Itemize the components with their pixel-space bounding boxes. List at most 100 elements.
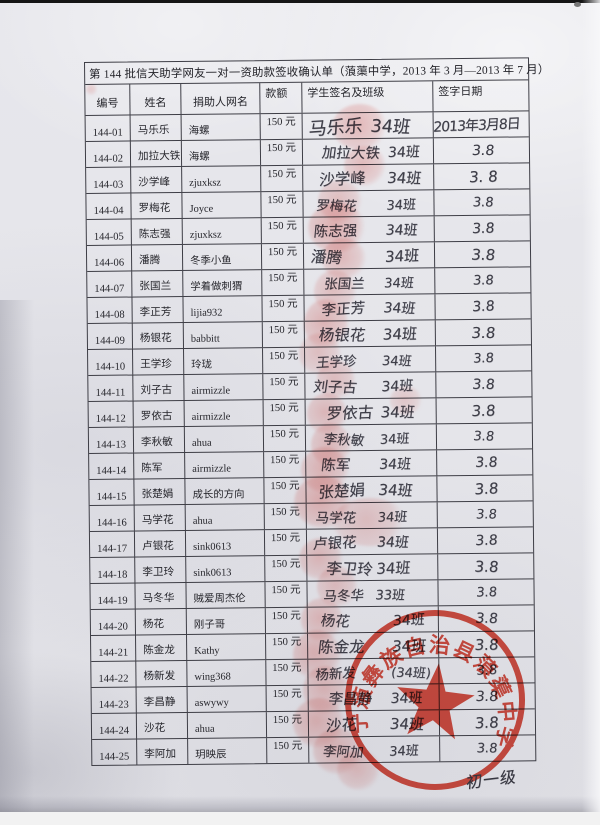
header-id: 编号 xyxy=(85,84,131,115)
cell-donor-netname: airmizzle xyxy=(184,400,264,426)
cell-sign-date: 3.8 xyxy=(440,735,535,761)
cell-student-name: 杨新发 xyxy=(136,660,188,687)
cell-sign-date: 3.8 xyxy=(437,423,532,449)
cell-donor-netname: ahua xyxy=(185,504,265,530)
scan-dust-speck xyxy=(574,2,581,7)
signature-handwriting: 马冬华 xyxy=(322,587,365,605)
header-signature: 学生签名及班级 xyxy=(302,81,434,113)
cell-amount: 150 元 xyxy=(266,711,310,738)
signature-handwriting: 加拉大铁 xyxy=(320,145,381,162)
cell-donor-netname: 贼爱周杰伦 xyxy=(186,582,266,608)
signature-handwriting: 杨花 xyxy=(319,612,351,630)
date-handwriting: 3.8 xyxy=(471,194,494,210)
signature-class-handwriting: 34班 xyxy=(386,168,423,187)
cell-amount: 150 元 xyxy=(263,373,306,400)
date-handwriting: 3. 8 xyxy=(467,166,498,186)
date-handwriting: 3.8 xyxy=(474,531,498,549)
signature-handwriting: 李昌静 xyxy=(327,691,374,708)
cell-student-signature: 陈军 34班 xyxy=(306,450,438,477)
date-handwriting: 3.8 xyxy=(475,584,498,601)
signature-class-handwriting: 34班 xyxy=(380,377,414,395)
cell-amount: 150 元 xyxy=(265,581,308,608)
cell-id: 144-20 xyxy=(90,609,136,635)
cell-donor-netname: 海螺 xyxy=(181,140,262,166)
cell-student-name: 马乐乐 xyxy=(130,114,182,141)
cell-sign-date: 3.8 xyxy=(435,215,530,241)
cell-student-signature: 马乐乐 34班 xyxy=(302,112,434,140)
signature-handwriting: 罗依古 xyxy=(325,403,374,423)
signature-class-handwriting: 34班 xyxy=(388,743,420,760)
cell-donor-netname: ahua xyxy=(187,712,268,738)
cell-student-name: 陈金龙 xyxy=(136,634,188,661)
cell-amount: 150 元 xyxy=(265,607,308,634)
cell-student-signature: 罗依古 34班 xyxy=(305,398,437,425)
signature-handwriting: 陈金龙 xyxy=(317,637,366,657)
signature-handwriting: 潘腾 xyxy=(309,247,344,267)
signature-class-handwriting: 33班 xyxy=(374,587,406,603)
date-handwriting: 3.8 xyxy=(473,478,499,498)
cell-student-signature: 陈金龙 34班 xyxy=(307,632,440,659)
cell-amount: 150 元 xyxy=(261,217,304,244)
cell-id: 144-01 xyxy=(85,115,131,141)
cell-student-name: 张楚娟 xyxy=(134,478,186,505)
cell-donor-netname: airmizzle xyxy=(185,452,265,478)
signature-class-handwriting: 34班 xyxy=(387,143,421,161)
cell-sign-date: 3.8 xyxy=(435,267,530,293)
cell-id: 144-15 xyxy=(89,479,135,505)
cell-student-name: 李卫玲 xyxy=(135,556,187,583)
date-handwriting: 3.8 xyxy=(474,506,498,522)
cell-id: 144-23 xyxy=(91,687,137,713)
cell-amount: 150 元 xyxy=(264,451,307,478)
cell-amount: 150 元 xyxy=(261,243,305,270)
date-handwriting: 3.8 xyxy=(475,740,498,756)
cell-id: 144-16 xyxy=(89,505,135,531)
date-handwriting: 3.8 xyxy=(473,557,500,576)
cell-id: 144-08 xyxy=(87,297,133,323)
cell-id: 144-17 xyxy=(89,531,136,557)
signature-handwriting: 李阿加 xyxy=(321,743,365,761)
signature-handwriting: 杨银花 xyxy=(317,325,367,344)
date-handwriting: 3.8 xyxy=(469,323,496,342)
cell-student-signature: 张国兰 34班 xyxy=(304,268,436,295)
cell-sign-date: 3. 8 xyxy=(434,163,529,189)
signature-handwriting: 陈志强 xyxy=(312,222,358,241)
cell-id: 144-19 xyxy=(90,583,136,609)
cell-id: 144-18 xyxy=(90,557,136,583)
cell-donor-netname: lijia932 xyxy=(183,296,263,322)
cell-student-signature: 李正芳 34班 xyxy=(304,294,436,321)
cell-amount: 150 元 xyxy=(262,269,305,296)
cell-sign-date: 3.8 xyxy=(440,683,535,709)
signature-class-handwriting: 34班 xyxy=(375,558,411,578)
cell-amount: 150 元 xyxy=(266,633,309,660)
cell-amount: 150 元 xyxy=(263,347,306,374)
scanner-edge-top xyxy=(0,0,600,3)
cell-sign-date: 3.8 xyxy=(438,527,533,553)
cell-id: 144-07 xyxy=(87,271,133,297)
date-handwriting: 3.8 xyxy=(470,401,496,420)
cell-student-signature: 杨花 34班 xyxy=(307,606,439,633)
signature-class-handwriting: 34班 xyxy=(379,431,410,448)
cell-donor-netname: 成长的方向 xyxy=(185,478,265,504)
cell-student-name: 马学花 xyxy=(134,504,186,531)
cell-donor-netname: aswywy xyxy=(187,686,267,712)
signature-class-handwriting: 34班 xyxy=(382,324,418,344)
cell-student-name: 杨花 xyxy=(135,608,187,635)
cell-amount: 150 元 xyxy=(266,685,309,712)
cell-id: 144-05 xyxy=(86,219,132,245)
signature-class-handwriting: 34班 xyxy=(388,714,426,733)
signature-handwriting: 刘子古 xyxy=(312,378,358,396)
cell-donor-netname: babbitt xyxy=(183,322,263,348)
cell-student-name: 陈军 xyxy=(134,452,186,479)
cell-amount: 150 元 xyxy=(264,529,308,556)
signature-class-handwriting: (34班) xyxy=(390,665,432,682)
signature-handwriting: 罗梅花 xyxy=(315,197,358,215)
cell-student-name: 罗梅花 xyxy=(131,192,183,219)
cell-sign-date: 3.8 xyxy=(436,371,531,397)
signature-class-handwriting: 34班 xyxy=(377,480,414,500)
cell-donor-netname: sink0613 xyxy=(185,530,266,556)
signature-handwriting: 王学珍 xyxy=(315,352,358,371)
header-amount: 款额 xyxy=(260,82,303,114)
cell-student-signature: 李阿加 34班 xyxy=(309,736,441,763)
cell-amount: 150 元 xyxy=(264,503,307,530)
cell-student-name: 李正芳 xyxy=(132,296,184,323)
